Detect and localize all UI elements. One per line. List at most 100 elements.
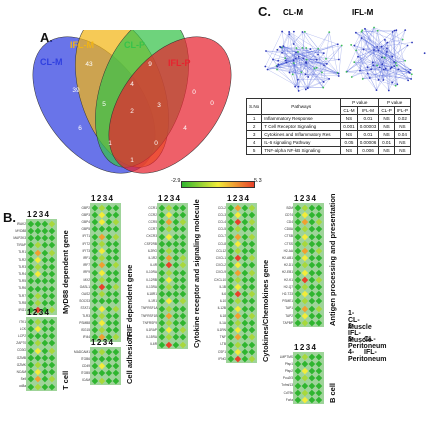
network-edge bbox=[267, 69, 299, 87]
table-cell: NS bbox=[378, 114, 395, 123]
network-node bbox=[380, 45, 383, 48]
network-edge bbox=[276, 65, 302, 73]
gene-label: IL10 bbox=[219, 299, 226, 304]
legend-number: 4- bbox=[348, 349, 355, 356]
table-cell: 4 bbox=[245, 138, 263, 147]
gene-label: CD8A bbox=[284, 227, 293, 232]
pathway-name: Inflammatory Response bbox=[261, 114, 342, 123]
network-node bbox=[304, 61, 307, 64]
network-edge bbox=[277, 69, 330, 80]
gene-label: NCAM bbox=[16, 369, 26, 374]
network-node bbox=[328, 31, 331, 33]
heatmap-title: B cell bbox=[327, 383, 337, 404]
gene-label: Pou2f3 bbox=[282, 376, 293, 381]
network-node bbox=[296, 78, 299, 81]
legend-number: 2- bbox=[348, 323, 355, 330]
network-node bbox=[391, 55, 394, 58]
table-subheader: CL-P bbox=[378, 106, 395, 115]
network-edge bbox=[323, 78, 330, 88]
network-edge bbox=[305, 73, 339, 75]
network-edge bbox=[378, 50, 384, 80]
gene-label: PSME1 bbox=[282, 299, 293, 304]
table-cell: 1 bbox=[245, 114, 263, 123]
network-edge bbox=[373, 50, 377, 91]
network-edge bbox=[308, 68, 315, 78]
gene-label: IRAK2 bbox=[16, 221, 26, 226]
network-edge bbox=[373, 60, 406, 66]
network-node bbox=[390, 66, 393, 69]
gene-label: ZAP70 bbox=[16, 341, 26, 346]
heatmap-column-numbers: 1234 bbox=[27, 210, 51, 219]
network-node bbox=[407, 79, 410, 82]
venn-region-count: 2 bbox=[130, 108, 134, 115]
gene-label: TLR8 bbox=[18, 300, 26, 305]
network-node bbox=[292, 43, 295, 45]
pathway-name: Cytokines and Inflammatory Res bbox=[261, 130, 342, 139]
table-cell: 0.006 bbox=[356, 146, 380, 155]
network-node bbox=[303, 30, 306, 33]
gene-label: IRF7 bbox=[83, 263, 90, 268]
gene-label: Fcrla bbox=[285, 397, 293, 402]
network-node bbox=[395, 64, 398, 67]
table-cell: NS bbox=[378, 122, 395, 131]
venn-region-count: 0 bbox=[154, 140, 158, 147]
table-cell: 0.01 bbox=[356, 130, 380, 139]
network-edge bbox=[266, 50, 299, 53]
network-node bbox=[291, 73, 294, 76]
network-node bbox=[382, 79, 385, 81]
venn-set-label: CL-P bbox=[124, 40, 145, 50]
network-node bbox=[380, 56, 383, 59]
network-node bbox=[317, 53, 319, 56]
network-edge bbox=[392, 69, 411, 83]
gene-label: LTB bbox=[220, 342, 226, 347]
table-cell: NS bbox=[340, 114, 358, 123]
network-edge bbox=[381, 57, 386, 69]
legend-item: 4- IFL-Peritoneum bbox=[348, 349, 387, 363]
network-edge bbox=[391, 67, 412, 75]
network-edge bbox=[306, 47, 315, 69]
network-edge bbox=[283, 46, 299, 91]
network-edge bbox=[272, 45, 342, 60]
network-edge bbox=[346, 71, 412, 80]
network-node bbox=[322, 81, 325, 83]
gene-label: TIRAP bbox=[16, 243, 26, 248]
network-node bbox=[350, 76, 353, 78]
network-edge bbox=[285, 58, 327, 65]
network-edge bbox=[265, 50, 299, 92]
color-scale-min: -2.9 bbox=[171, 178, 181, 184]
venn-set-label: IFL-P bbox=[168, 58, 191, 68]
network-node bbox=[350, 44, 353, 46]
network-node bbox=[366, 66, 369, 69]
network-node bbox=[294, 57, 297, 60]
gene-label: LCK bbox=[19, 326, 26, 331]
network-edge bbox=[392, 30, 397, 57]
network-edge bbox=[295, 62, 307, 87]
gene-label: Cd79b bbox=[283, 390, 293, 395]
network-edge bbox=[289, 31, 307, 49]
gene-label: CCR7 bbox=[148, 227, 157, 232]
network-edge bbox=[277, 51, 299, 67]
network-edge bbox=[306, 48, 308, 89]
gene-label: Pfsp2 bbox=[284, 368, 293, 373]
gene-label: MAP2K3 bbox=[13, 235, 26, 240]
network-node bbox=[276, 68, 278, 71]
gene-label: ITGB5 bbox=[80, 371, 90, 376]
network-node bbox=[393, 61, 396, 63]
gene-label: CXCR3 bbox=[146, 234, 157, 239]
gene-label: CCL7 bbox=[217, 234, 226, 239]
table-cell: NS bbox=[378, 146, 395, 155]
network-edge bbox=[394, 30, 396, 86]
network-node bbox=[288, 33, 291, 36]
legend-label: CL-Peritoneum bbox=[348, 336, 387, 350]
network-edge bbox=[337, 44, 340, 60]
table-cell: 0.01 bbox=[378, 138, 395, 147]
network-edge bbox=[265, 31, 283, 67]
gene-label: IL4R bbox=[150, 263, 157, 268]
venn-region-count: 1 bbox=[108, 140, 112, 147]
color-scale-max: 5.3 bbox=[254, 178, 262, 184]
network-edge bbox=[338, 45, 342, 77]
network-node bbox=[395, 29, 398, 32]
network-node bbox=[376, 45, 379, 48]
network-node bbox=[305, 47, 308, 49]
network-edge bbox=[307, 68, 315, 89]
